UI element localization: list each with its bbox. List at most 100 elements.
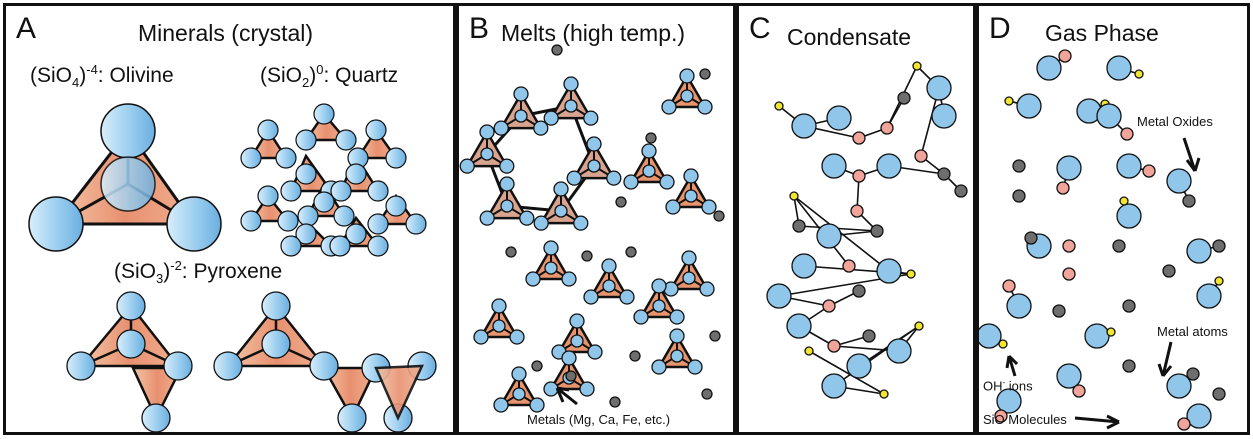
oxygen-atom — [1096, 103, 1122, 129]
minerals-illustration — [28, 103, 437, 432]
oxygen-atom — [561, 350, 577, 366]
oh-superscript: - — [1002, 378, 1006, 387]
pyroxene-formula: (SiO3)-2: Pyroxene — [114, 258, 282, 286]
condensate-atom — [926, 75, 952, 101]
oxygen-atom — [1186, 403, 1212, 429]
oxygen-atom — [1166, 168, 1192, 194]
metals-arrow — [555, 386, 578, 406]
oxygen-atom — [697, 99, 713, 115]
gas-atom — [1122, 299, 1136, 313]
oxygen-atom — [669, 309, 685, 325]
gas-atom — [1112, 239, 1126, 253]
condensate-atom — [879, 389, 889, 399]
oxygen-atom — [583, 110, 599, 126]
condensate-atom — [870, 224, 884, 238]
oxygen-atom — [493, 120, 509, 136]
oxygen-atom — [633, 309, 649, 325]
formula-base: (SiO — [30, 64, 72, 87]
oxygen-atom — [1006, 293, 1032, 319]
panel-letter: B — [469, 12, 490, 45]
gas-atom — [1122, 359, 1136, 373]
condensate-atom — [954, 184, 968, 198]
gas-atom — [1212, 387, 1226, 401]
gas-atom — [1120, 127, 1134, 141]
condensate-atom — [914, 149, 928, 163]
oxygen-atom — [553, 181, 569, 197]
sio-molecules-label: SiO Molecules — [983, 412, 1067, 427]
oxygen-atom — [1186, 238, 1212, 264]
panel-melts: B Melts (high temp.) Metals (Mg, Ca, Fe,… — [456, 3, 736, 435]
oxygen-atom — [512, 387, 526, 401]
oxygen-atom — [459, 158, 475, 174]
metal-atom — [551, 44, 563, 56]
condensate-atom — [912, 61, 922, 71]
formula-name: : Pyroxene — [181, 260, 283, 283]
oxygen-atom — [681, 250, 697, 266]
condensate-atom — [937, 167, 951, 181]
oxygen-atom — [619, 289, 635, 305]
melts-illustration — [459, 44, 725, 413]
panel-title: Gas Phase — [1045, 20, 1159, 46]
oxygen-atom — [679, 68, 695, 84]
condensate-atom — [786, 313, 812, 339]
gas-atom — [1062, 239, 1076, 253]
oxygen-atom — [479, 124, 495, 140]
metal-oxides-label: Metal Oxides — [1137, 114, 1213, 129]
oxygen-atom — [564, 99, 578, 113]
oxygen-atom — [1116, 153, 1142, 179]
metal-oxides-arrow — [1182, 137, 1201, 172]
condensate-atom — [821, 373, 847, 399]
oxygen-atom — [543, 110, 559, 126]
metal-atom — [701, 388, 713, 400]
condensate-atom — [822, 299, 836, 313]
panel-title: Condensate — [787, 24, 912, 50]
gas-atom — [1182, 194, 1196, 208]
metal-atom — [709, 330, 721, 342]
gas-atom — [1072, 384, 1086, 398]
olivine-formula: (SiO4)-4: Olivine — [30, 62, 174, 90]
oxygen-atom — [491, 298, 507, 314]
oxygen-atom — [996, 388, 1022, 414]
condensate-atom — [789, 191, 799, 201]
oxygen-atom — [606, 170, 622, 186]
oxygen-atom — [623, 174, 639, 190]
oxygen-atom — [573, 215, 589, 231]
oxygen-atom — [583, 289, 599, 305]
oxygen-atom — [500, 199, 514, 213]
metal-atom — [531, 360, 543, 372]
formula-subscript: 2 — [302, 75, 310, 91]
oh-rest: ions — [1005, 378, 1033, 394]
gas-atom — [1212, 239, 1226, 253]
condensate-atom — [906, 269, 916, 279]
formula-charge: )0 — [309, 62, 324, 87]
condensate-atom — [791, 253, 817, 279]
gas-atom — [1012, 159, 1026, 173]
oxygen-atom — [682, 271, 696, 285]
condensate-atom — [897, 91, 911, 105]
metal-atom — [645, 132, 657, 144]
formula-base: (SiO — [260, 64, 302, 87]
oxygen-atom — [687, 359, 703, 375]
oxygen-atom — [561, 271, 577, 287]
metal-atom — [609, 396, 621, 408]
oxygen-atom — [1084, 323, 1110, 349]
oxygen-atom — [544, 261, 558, 275]
oxygen-atom — [569, 313, 585, 329]
panel-letter: A — [16, 12, 37, 45]
gas-phase-illustration — [979, 49, 1226, 431]
metal-atom — [629, 350, 641, 362]
oxygen-atom — [587, 159, 601, 173]
oxygen-atom — [499, 158, 515, 174]
condensate-atom — [804, 346, 814, 356]
oxygen-atom — [642, 164, 656, 178]
oxygen-atom — [1036, 55, 1062, 81]
metals-label: Metals (Mg, Ca, Fe, etc.) — [527, 412, 671, 427]
oxygen-atom — [570, 334, 584, 348]
gas-atom — [994, 409, 1008, 423]
oxygen-atom — [669, 328, 685, 344]
condensate-atom — [852, 169, 866, 183]
gas-atom — [1052, 304, 1066, 318]
gas-atom — [1062, 267, 1076, 281]
gas-atom — [1186, 367, 1200, 381]
oxygen-atom — [509, 329, 525, 345]
